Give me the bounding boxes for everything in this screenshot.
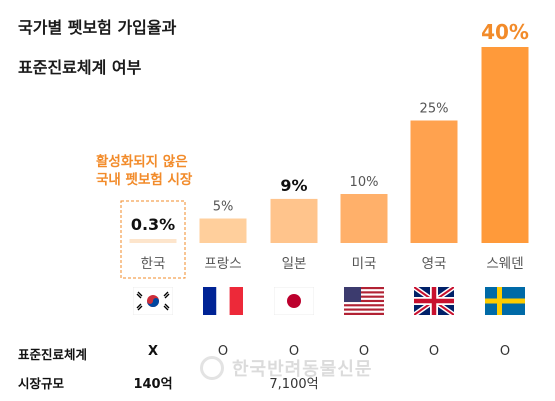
usa-flag-icon <box>344 287 384 315</box>
category-label-0: 한국 <box>141 256 166 272</box>
category-label-1: 프랑스 <box>204 256 241 272</box>
market-size-japan: 7,100억 <box>269 377 319 392</box>
callout-annotation: 활성화되지 않은 국내 펫보험 시장 <box>96 153 226 189</box>
category-label-3: 미국 <box>352 256 377 272</box>
page-subtitle: 표준진료체계 여부 <box>18 58 142 77</box>
value-label-0: 0.3% <box>131 215 175 234</box>
uk-flag-icon <box>414 287 454 315</box>
standard-care-france: O <box>217 344 229 359</box>
callout-line-1: 활성화되지 않은 <box>96 154 188 170</box>
row-label-standard-care: 표준진료체계 <box>18 347 88 362</box>
value-label-4: 25% <box>420 102 449 117</box>
japan-flag-icon <box>274 287 314 315</box>
bar-1 <box>199 218 247 243</box>
standard-care-sweden: O <box>499 344 511 359</box>
page-title: 국가별 펫보험 가입율과 <box>18 18 177 37</box>
bar-3 <box>340 194 388 243</box>
category-label-2: 일본 <box>282 256 307 272</box>
standard-care-japan: O <box>288 344 300 359</box>
standard-care-uk: O <box>428 344 440 359</box>
standard-care-korea: X <box>147 344 159 359</box>
market-size-korea: 140억 <box>133 377 173 392</box>
callout-line-2: 국내 펫보험 시장 <box>96 172 193 188</box>
highlight-box-korea <box>120 200 186 279</box>
watermark: 한국반려동물신문 <box>200 355 372 381</box>
korea-flag-icon <box>133 287 173 315</box>
category-label-4: 영국 <box>422 256 447 272</box>
value-label-1: 5% <box>213 200 234 215</box>
value-label-3: 10% <box>350 175 379 190</box>
bar-2 <box>270 198 318 243</box>
sweden-flag-icon <box>485 287 525 315</box>
standard-care-usa: O <box>358 344 370 359</box>
value-label-2: 9% <box>280 176 307 195</box>
bar-4 <box>410 120 458 243</box>
value-label-5: 40% <box>481 20 529 44</box>
france-flag-icon <box>203 287 243 315</box>
category-label-5: 스웨덴 <box>486 256 523 272</box>
bar-5 <box>481 47 529 243</box>
watermark-text: 한국반려동물신문 <box>232 359 373 380</box>
row-label-market-size: 시장규모 <box>18 376 65 391</box>
bar-chart: 0.3% 한국 5% 프랑스 9% 일본 10% 미국 25% 영국 40% 스웨덴 <box>120 20 529 279</box>
watermark-logo-icon <box>200 356 224 380</box>
bar-0 <box>129 239 177 243</box>
